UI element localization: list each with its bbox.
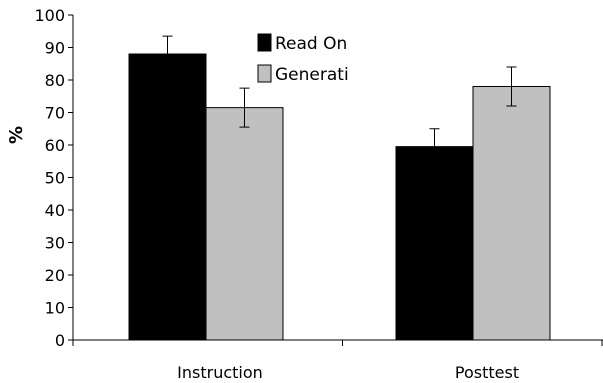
legend: Read On Generati — [253, 29, 359, 92]
category-label: Posttest — [455, 363, 519, 382]
legend-label: Read On — [275, 34, 347, 54]
bar-generati-instruction — [205, 107, 284, 341]
error-bar — [429, 128, 440, 165]
y-tick-label: 30 — [45, 234, 65, 253]
error-bar — [162, 35, 173, 73]
y-tick-label: 10 — [45, 299, 65, 318]
y-tick-label: 20 — [45, 266, 65, 285]
y-tick-label: 60 — [45, 136, 65, 155]
category-label: Instruction — [177, 363, 263, 382]
y-tick-label: 100 — [34, 6, 65, 25]
tick-labels: 0 10 20 30 40 50 60 70 80 90 100 — [34, 6, 65, 350]
legend-swatch — [257, 64, 272, 83]
y-tick-label: 40 — [45, 201, 65, 220]
error-bars — [162, 35, 517, 165]
y-tick-label: 80 — [45, 71, 65, 90]
y-axis-label: % — [6, 126, 27, 144]
legend-label: Generati — [275, 65, 349, 85]
y-tick-label: 50 — [45, 169, 65, 188]
bars — [128, 53, 551, 341]
bar-read-on-instruction — [128, 53, 207, 341]
y-tick-label: 0 — [55, 331, 65, 350]
legend-swatch — [257, 33, 272, 52]
category-labels: Instruction Posttest — [177, 363, 519, 382]
error-bar — [239, 87, 250, 128]
bar-read-on-posttest — [395, 146, 474, 341]
bar-generati-posttest — [472, 86, 551, 341]
error-bar — [506, 66, 517, 107]
y-tick-label: 70 — [45, 104, 65, 123]
y-tick-label: 90 — [45, 39, 65, 58]
